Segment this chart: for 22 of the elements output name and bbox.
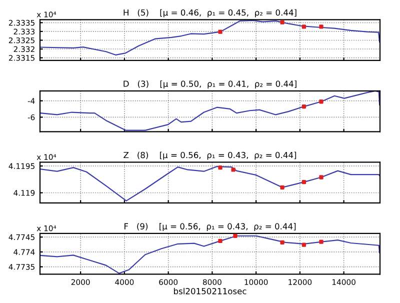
x-axis-title: bsl20150211osec xyxy=(174,288,246,294)
point xyxy=(218,30,222,34)
point xyxy=(319,24,324,29)
point xyxy=(302,24,306,29)
point xyxy=(218,238,222,244)
line-series xyxy=(40,166,380,202)
point xyxy=(280,185,284,190)
point xyxy=(319,175,324,180)
chart-title: D (3) [μ = 0.50, ρ₁ = 0.41, ρ₂ = 0.44] xyxy=(124,80,296,89)
point xyxy=(231,168,236,172)
point xyxy=(302,180,306,184)
line-series xyxy=(40,235,380,274)
point xyxy=(302,242,306,247)
chart-title: H (5) [μ = 0.46, ρ₁ = 0.45, ρ₂ = 0.44] xyxy=(124,9,296,18)
point xyxy=(280,20,284,24)
chart-title: Z (8) [μ = 0.56, ρ₁ = 0.43, ρ₂ = 0.44] xyxy=(124,152,296,160)
point xyxy=(280,240,284,244)
point xyxy=(233,234,238,238)
point xyxy=(319,240,324,244)
line-series xyxy=(40,90,380,131)
chart-title: F (9) [μ = 0.56, ρ₁ = 0.43, ρ₂ = 0.44] xyxy=(124,222,296,232)
point xyxy=(218,166,222,170)
